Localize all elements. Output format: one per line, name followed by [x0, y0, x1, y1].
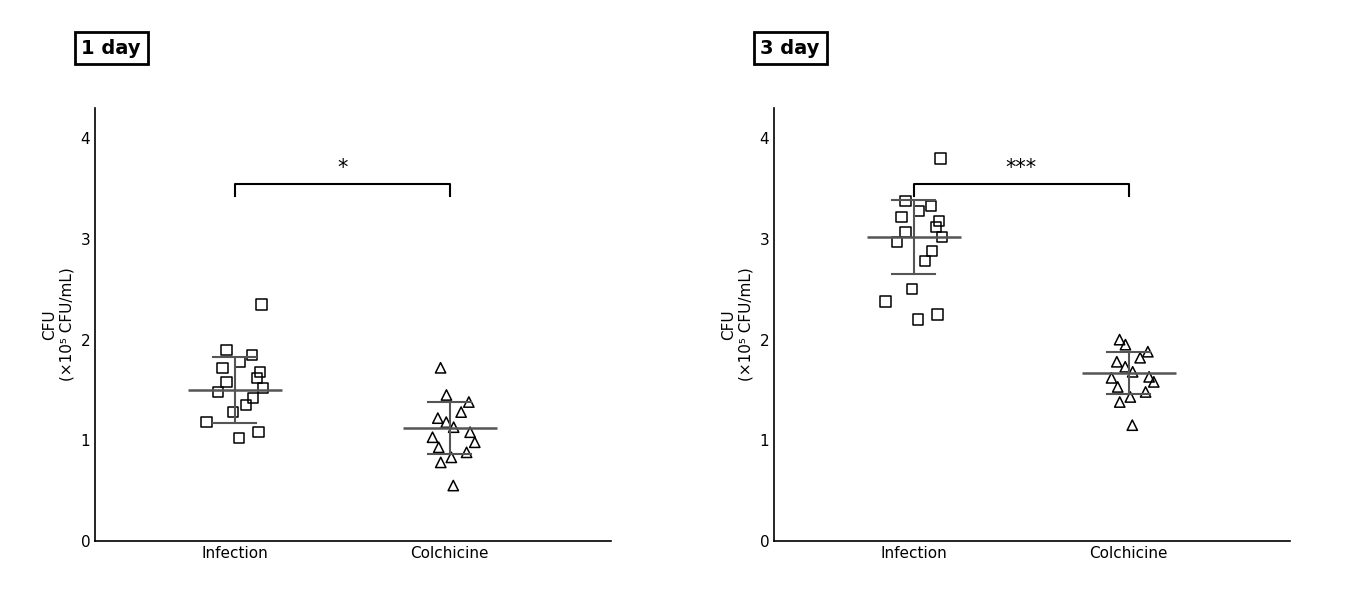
Point — [436, 390, 458, 400]
Point — [1108, 335, 1130, 344]
Point — [1130, 353, 1152, 362]
Point — [443, 481, 464, 490]
Point — [1122, 420, 1143, 430]
Point — [1143, 377, 1165, 386]
Point — [216, 345, 238, 355]
Point — [929, 216, 951, 226]
Point — [208, 387, 230, 397]
Point — [464, 438, 486, 447]
Point — [887, 237, 909, 247]
Point — [212, 363, 234, 373]
Point — [1138, 372, 1160, 382]
Point — [426, 413, 448, 423]
Point — [1109, 397, 1131, 407]
Point — [921, 246, 942, 256]
Point — [429, 363, 451, 373]
Point — [1137, 347, 1158, 356]
Point — [228, 433, 250, 443]
Point — [1105, 357, 1127, 367]
Point — [443, 423, 464, 432]
Point — [891, 212, 913, 222]
Point — [909, 206, 930, 216]
Point — [930, 154, 952, 163]
Point — [436, 417, 458, 427]
Point — [235, 400, 257, 410]
Point — [1122, 367, 1143, 377]
Point — [921, 201, 942, 210]
Point — [902, 284, 923, 294]
Point — [430, 457, 452, 467]
Point — [456, 448, 478, 457]
Y-axis label: CFU
(×10⁵ CFU/mL): CFU (×10⁵ CFU/mL) — [42, 267, 75, 382]
Point — [242, 350, 263, 359]
Point — [926, 310, 948, 319]
Text: 1 day: 1 day — [81, 38, 141, 58]
Point — [451, 407, 473, 417]
Point — [428, 442, 449, 452]
Point — [1115, 362, 1137, 371]
Point — [907, 315, 929, 325]
Point — [458, 397, 479, 407]
Point — [932, 232, 953, 242]
Point — [1107, 382, 1128, 392]
Point — [1115, 340, 1137, 349]
Y-axis label: CFU
(×10⁵ CFU/mL): CFU (×10⁵ CFU/mL) — [721, 267, 754, 382]
Point — [1119, 392, 1141, 402]
Point — [246, 373, 268, 383]
Point — [459, 427, 481, 437]
Text: 3 day: 3 day — [760, 38, 820, 58]
Point — [421, 433, 443, 442]
Point — [914, 257, 936, 266]
Text: *: * — [337, 157, 348, 178]
Point — [895, 227, 917, 237]
Point — [216, 377, 238, 386]
Text: ***: *** — [1006, 157, 1038, 178]
Point — [223, 407, 244, 417]
Point — [440, 453, 462, 462]
Point — [925, 222, 947, 232]
Point — [230, 357, 251, 367]
Point — [875, 296, 896, 306]
Point — [242, 393, 263, 403]
Point — [1135, 387, 1157, 397]
Point — [247, 427, 269, 437]
Point — [1100, 373, 1122, 383]
Point — [250, 367, 272, 377]
Point — [895, 196, 917, 206]
Point — [253, 383, 274, 392]
Point — [251, 300, 273, 310]
Point — [196, 417, 217, 427]
